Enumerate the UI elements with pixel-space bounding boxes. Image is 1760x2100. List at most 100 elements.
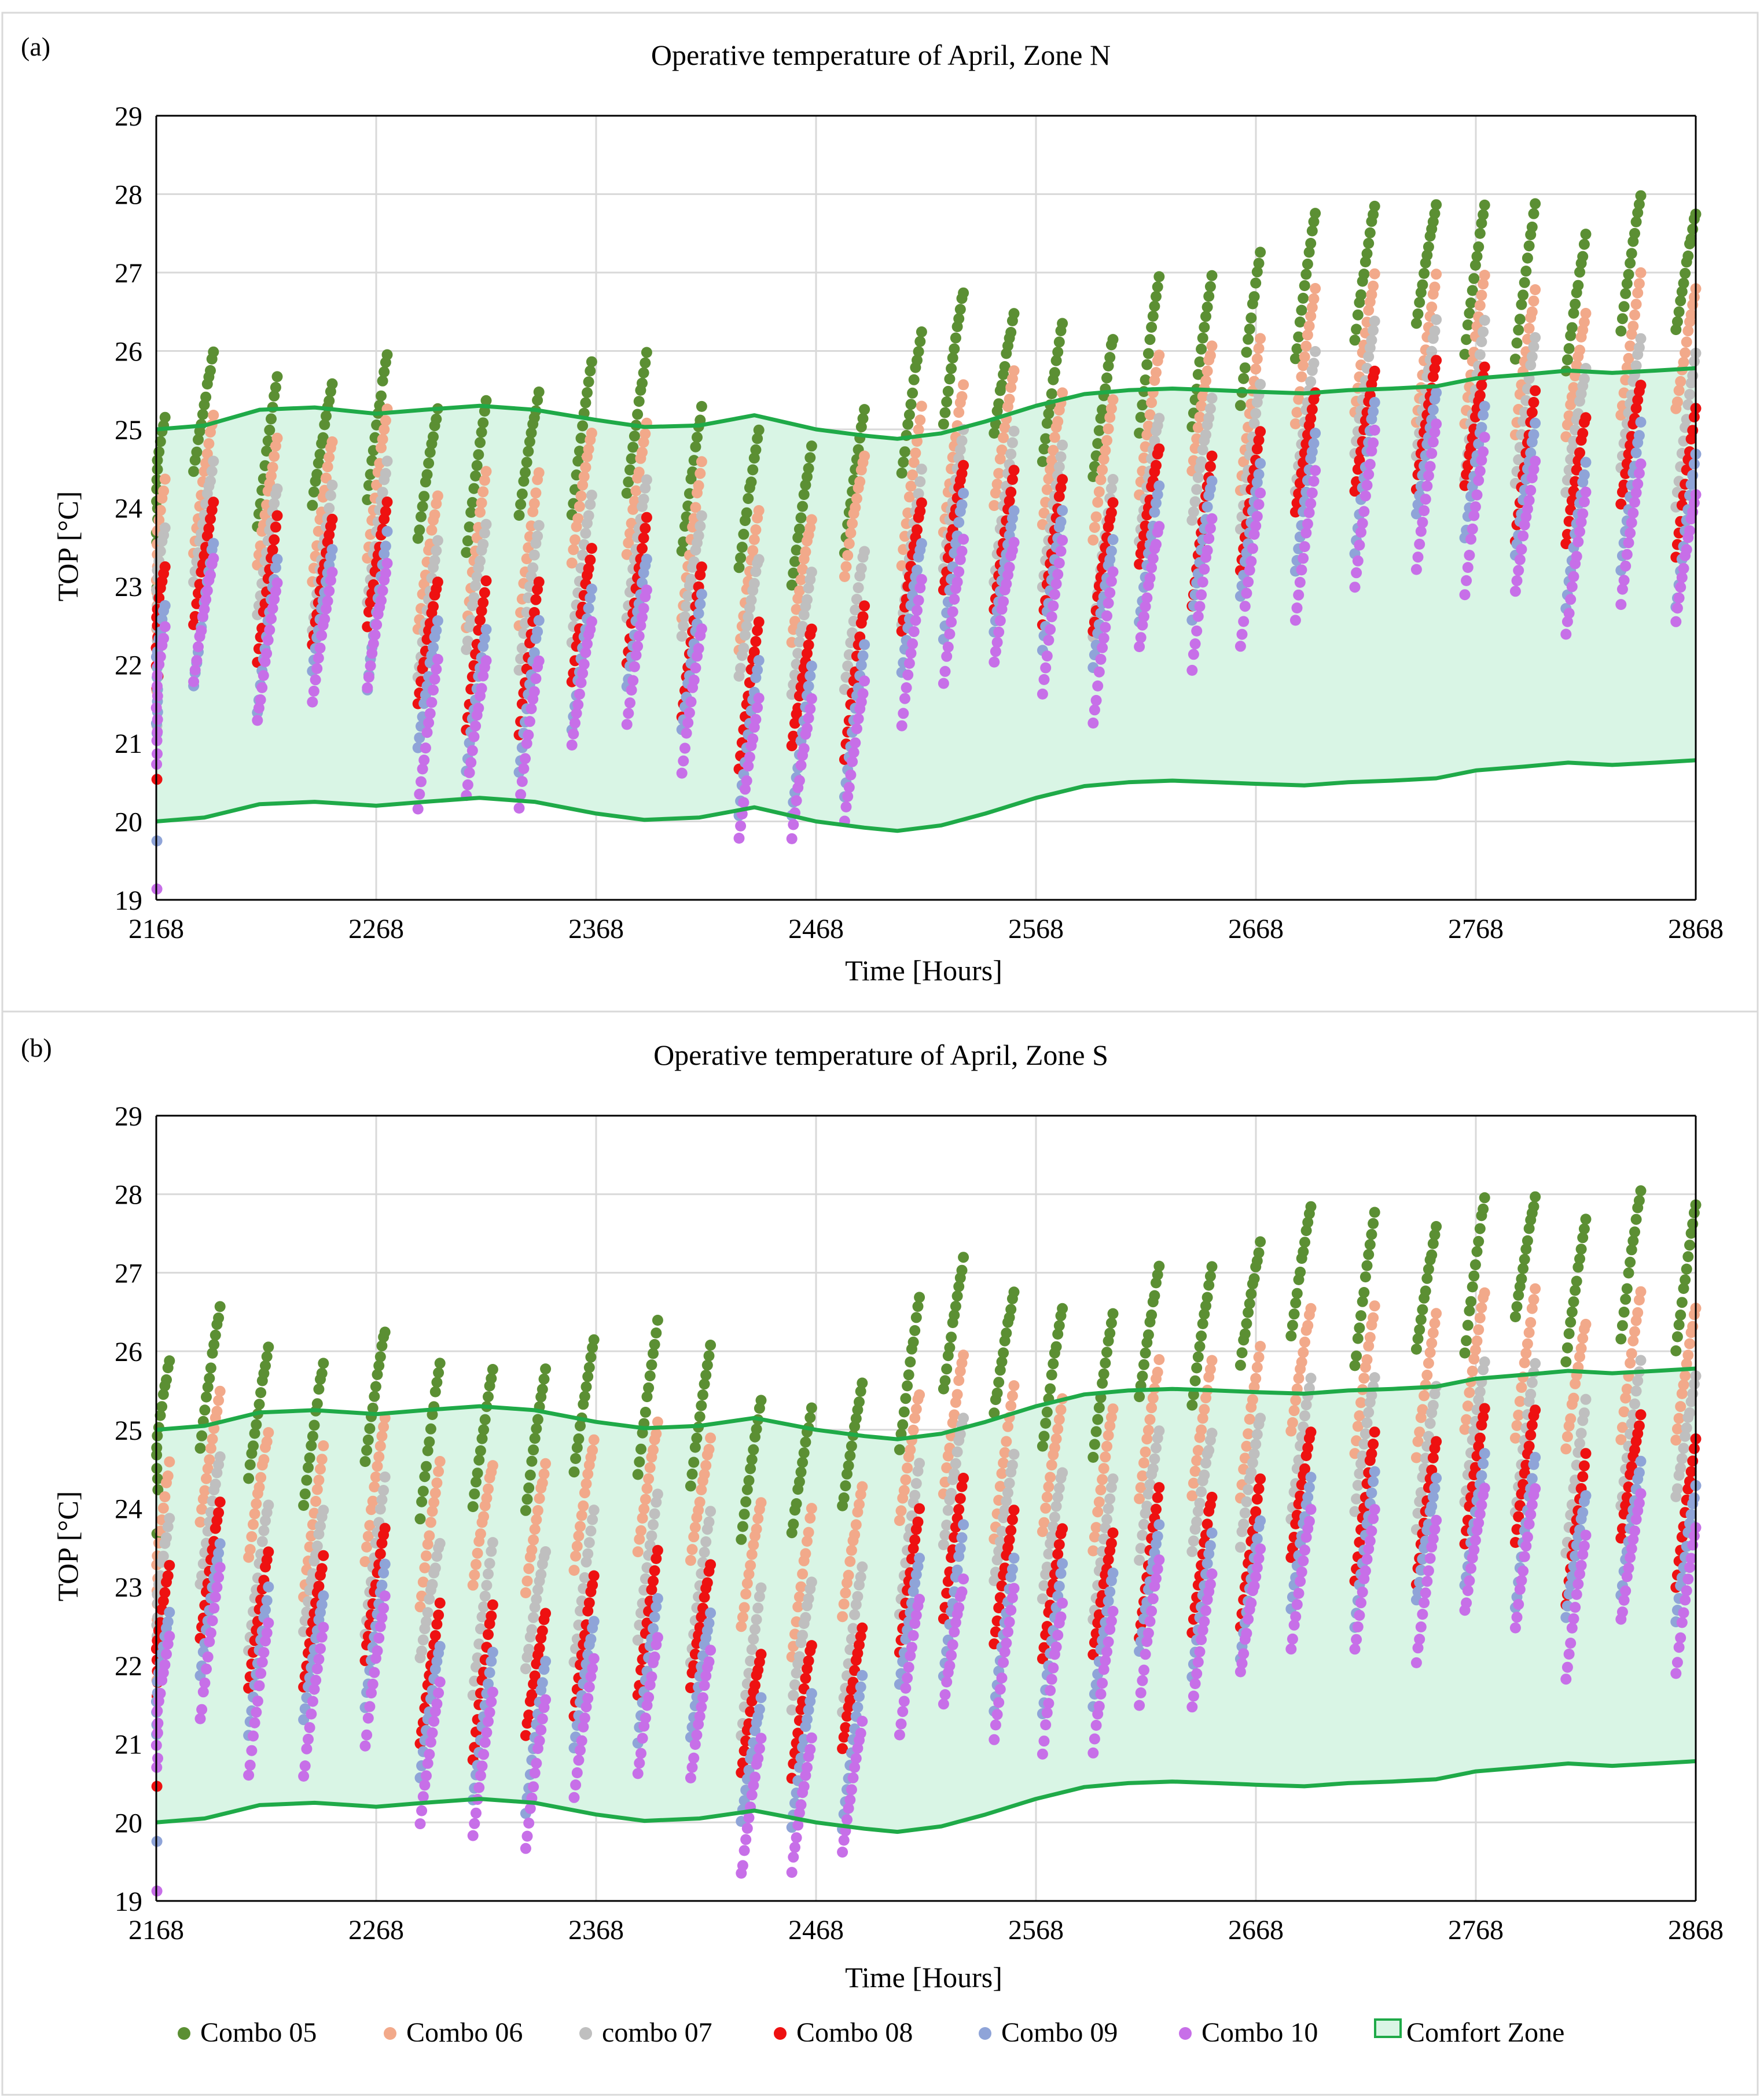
data-point-combo06: [1146, 1402, 1157, 1413]
data-point-combo09: [1056, 516, 1067, 527]
data-point-combo05: [1108, 334, 1119, 345]
data-point-combo10: [853, 714, 864, 724]
data-point-combo07: [648, 1519, 659, 1530]
data-point-combo06: [471, 1559, 482, 1570]
data-point-combo10: [486, 1696, 497, 1707]
data-point-combo08: [1431, 1436, 1442, 1447]
data-point-combo10: [1052, 569, 1063, 580]
data-point-combo10: [249, 1717, 260, 1728]
data-point-combo08: [213, 1507, 224, 1518]
data-point-combo05: [1620, 1294, 1631, 1305]
data-point-combo06: [857, 1481, 868, 1492]
data-point-combo06: [1629, 1326, 1640, 1337]
data-point-combo08: [705, 1559, 716, 1570]
data-point-combo07: [1351, 1494, 1362, 1505]
data-point-combo05: [1463, 1320, 1474, 1331]
data-point-combo09: [1581, 457, 1592, 468]
data-point-combo06: [481, 1492, 492, 1503]
data-point-combo10: [1369, 425, 1380, 436]
data-point-combo09: [754, 1704, 765, 1715]
data-point-combo10: [1577, 508, 1588, 519]
data-point-combo07: [857, 1561, 868, 1572]
data-point-combo07: [1200, 429, 1211, 440]
data-point-combo05: [1101, 373, 1112, 384]
data-point-combo10: [377, 585, 388, 596]
data-point-combo05: [476, 426, 487, 437]
data-point-combo10: [304, 1722, 315, 1733]
data-point-combo06: [589, 1435, 600, 1446]
data-point-combo05: [1151, 291, 1162, 302]
data-point-combo05: [1148, 311, 1159, 322]
data-point-combo08: [435, 1598, 446, 1609]
data-point-combo05: [641, 347, 652, 358]
data-point-combo10: [300, 1760, 311, 1771]
data-point-combo07: [1677, 1453, 1688, 1464]
data-point-combo08: [1207, 1492, 1218, 1503]
data-point-combo10: [1098, 632, 1109, 643]
data-point-combo06: [1634, 278, 1645, 289]
data-point-combo05: [944, 1342, 955, 1353]
data-point-combo09: [1479, 1448, 1490, 1459]
data-point-combo05: [1306, 1201, 1317, 1212]
data-point-combo10: [649, 1652, 660, 1663]
data-point-combo10: [190, 665, 201, 676]
data-point-combo09: [652, 1593, 663, 1604]
data-point-combo06: [1140, 1447, 1151, 1458]
data-point-combo10: [327, 567, 338, 578]
data-point-combo10: [1411, 564, 1422, 575]
data-point-combo07: [752, 1602, 763, 1613]
data-point-combo05: [1681, 1264, 1692, 1275]
data-point-combo10: [534, 656, 545, 667]
data-point-combo08: [1428, 1452, 1439, 1463]
data-point-combo06: [640, 1494, 651, 1505]
data-point-combo05: [469, 1488, 480, 1499]
data-point-combo08: [800, 1673, 811, 1684]
data-point-combo05: [1431, 1221, 1442, 1232]
data-point-combo08: [803, 1656, 814, 1667]
data-point-combo05: [1143, 348, 1154, 359]
data-point-combo05: [1423, 1264, 1434, 1275]
data-point-combo07: [1238, 1518, 1249, 1529]
data-point-combo09: [693, 608, 704, 619]
data-point-combo10: [196, 1704, 207, 1715]
data-point-combo10: [1203, 533, 1214, 544]
data-point-combo06: [530, 1524, 541, 1535]
data-point-combo10: [215, 1562, 226, 1573]
data-point-combo10: [1615, 599, 1626, 610]
data-point-combo10: [257, 1657, 268, 1668]
data-point-combo09: [1479, 401, 1490, 412]
data-point-combo10: [1103, 598, 1114, 609]
data-point-combo10: [1565, 594, 1576, 605]
data-point-combo10: [1096, 654, 1107, 665]
data-point-combo06: [468, 1580, 479, 1591]
data-point-combo10: [1464, 550, 1475, 561]
data-point-combo05: [800, 1437, 811, 1448]
data-point-combo06: [1678, 357, 1689, 368]
x-tick-label: 2468: [788, 914, 844, 944]
data-point-combo07: [1579, 373, 1590, 384]
data-point-combo08: [318, 1550, 329, 1561]
data-point-combo05: [634, 1457, 645, 1468]
data-point-combo10: [848, 1772, 859, 1783]
data-point-combo10: [569, 718, 580, 729]
data-point-combo06: [1358, 1373, 1369, 1384]
data-point-combo06: [255, 1472, 266, 1483]
data-point-combo10: [159, 1659, 170, 1670]
data-point-combo06: [899, 1485, 910, 1496]
data-point-combo06: [1098, 1463, 1109, 1474]
data-point-combo10: [1467, 524, 1478, 535]
data-point-combo06: [894, 1515, 905, 1526]
data-point-combo06: [839, 571, 850, 582]
data-point-combo05: [993, 1377, 1004, 1388]
data-point-combo06: [1629, 310, 1640, 321]
data-point-combo06: [1632, 288, 1643, 299]
data-point-combo05: [422, 469, 433, 480]
data-point-combo05: [950, 1301, 961, 1312]
data-point-combo10: [523, 730, 534, 741]
data-point-combo05: [1414, 1324, 1425, 1335]
data-point-combo05: [421, 1461, 432, 1472]
data-point-combo05: [734, 562, 745, 573]
data-point-combo05: [424, 1436, 435, 1447]
data-point-combo06: [1009, 365, 1020, 376]
data-point-combo05: [537, 1384, 548, 1395]
